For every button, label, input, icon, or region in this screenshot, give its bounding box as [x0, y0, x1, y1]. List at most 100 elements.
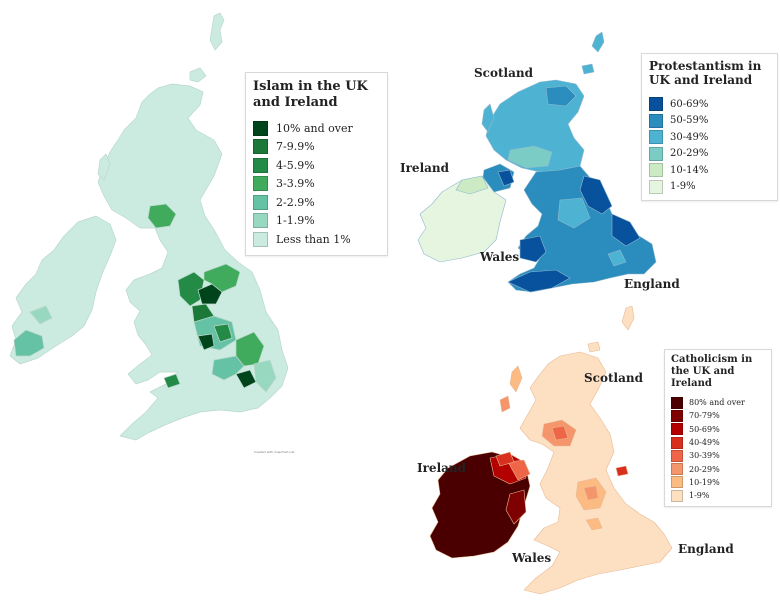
- cath-midlands: [585, 517, 603, 531]
- prot-legend-item: 10-14%: [649, 162, 771, 179]
- islam-legend-item: 10% and over: [253, 119, 381, 138]
- prot-legend: Protestantism in UK and Ireland 60-69% 5…: [641, 53, 778, 201]
- cath-legend-item: 70-79%: [671, 409, 766, 422]
- prot-legend-item: 30-49%: [649, 129, 771, 146]
- cath-legend-label: 80% and over: [689, 398, 745, 408]
- islam-birmingham: [197, 333, 215, 351]
- islam-legend-item: 2-2.9%: [253, 193, 381, 212]
- islam-legend-label: 10% and over: [276, 121, 353, 135]
- prot-legend-item: 20-29%: [649, 145, 771, 162]
- prot-london: [607, 249, 627, 267]
- prot-shetland: [591, 31, 605, 53]
- cath-ni-north: [495, 451, 515, 467]
- islam-swatch: [253, 213, 268, 229]
- islam-legend-label: 4-5.9%: [276, 158, 315, 172]
- cath-label-wales: Wales: [512, 551, 552, 565]
- islam-southeast: [211, 355, 245, 381]
- prot-midlands: [557, 197, 591, 229]
- cath-label-ireland: Ireland: [417, 461, 467, 475]
- islam-legend-label: Less than 1%: [276, 232, 351, 246]
- prot-swatch: [649, 130, 663, 145]
- cath-shetland: [621, 305, 635, 331]
- cath-legend-label: 70-79%: [689, 411, 720, 421]
- prot-label-scotland: Scotland: [474, 66, 533, 80]
- prot-wales: [519, 235, 547, 263]
- cath-label-england: England: [678, 542, 734, 556]
- cath-swatch: [671, 489, 683, 502]
- prot-scotland-central: [507, 145, 553, 169]
- cath-legend-item: 1-9%: [671, 489, 766, 502]
- prot-legend-item: 1-9%: [649, 178, 771, 195]
- prot-belfast: [497, 169, 515, 187]
- islam-irish-region: [13, 329, 45, 357]
- islam-legend-item: 7-9.9%: [253, 138, 381, 157]
- prot-legend-label: 20-29%: [670, 148, 709, 160]
- prot-ireland: [417, 175, 507, 263]
- cath-hebrides: [509, 365, 523, 393]
- prot-legend-title: Protestantism in UK and Ireland: [649, 59, 762, 88]
- islam-legend-item: Less than 1%: [253, 230, 381, 249]
- cath-legend-item: 50-69%: [671, 423, 766, 436]
- cath-legend-label: 40-49%: [689, 438, 720, 448]
- islam-legend-item: 3-3.9%: [253, 175, 381, 194]
- islam-swatch: [253, 120, 268, 136]
- islam-legend: Islam in the UK and Ireland 10% and over…: [245, 72, 388, 256]
- cath-liverpool-core: [583, 485, 599, 501]
- prot-label-wales: Wales: [480, 250, 520, 264]
- islam-hebrides: [97, 153, 111, 181]
- cath-ni-east: [507, 459, 531, 481]
- islam-legend-item: 1-1.9%: [253, 212, 381, 231]
- prot-swatch: [649, 97, 663, 112]
- islam-legend-label: 7-9.9%: [276, 140, 315, 154]
- cath-legend-item: 40-49%: [671, 436, 766, 449]
- prot-orkney: [581, 63, 595, 75]
- prot-swatch: [649, 113, 663, 128]
- islam-swatch: [253, 139, 268, 155]
- cath-ne-spot: [615, 465, 629, 477]
- islam-yorkshire: [203, 263, 241, 293]
- cath-legend-label: 10-19%: [689, 477, 720, 487]
- prot-swatch: [649, 146, 663, 161]
- cath-ireland-east: [505, 489, 527, 525]
- cath-swatch: [671, 396, 683, 409]
- cath-swatch: [671, 436, 683, 449]
- prot-ireland-border: [455, 175, 489, 195]
- islam-orkney: [189, 67, 207, 83]
- cath-legend-item: 80% and over: [671, 396, 766, 409]
- cath-legend-item: 20-29%: [671, 462, 766, 476]
- islam-legend-title: Islam in the UK and Ireland: [253, 79, 368, 110]
- cath-legend-title: Catholicism in the UK and Ireland: [671, 354, 753, 389]
- islam-leicester: [213, 323, 233, 343]
- cath-swatch: [671, 409, 683, 422]
- islam-bradford: [197, 283, 223, 305]
- prot-north-england: [579, 175, 613, 215]
- cath-legend-label: 1-9%: [689, 491, 710, 501]
- prot-legend-label: 30-49%: [670, 131, 709, 143]
- prot-legend-item: 60-69%: [649, 96, 771, 113]
- islam-lancs: [177, 271, 205, 307]
- islam-glasgow-region: [147, 203, 177, 229]
- cath-legend-label: 30-39%: [689, 451, 720, 461]
- prot-legend-label: 60-69%: [670, 98, 709, 110]
- islam-irish-region-2: [29, 305, 53, 325]
- prot-legend-item: 50-59%: [649, 112, 771, 129]
- islam-swatch: [253, 176, 268, 192]
- cath-swatch: [671, 423, 683, 436]
- cath-legend: Catholicism in the UK and Ireland 80% an…: [664, 349, 772, 508]
- islam-home-counties: [253, 359, 277, 393]
- prot-swatch: [649, 163, 663, 178]
- islam-legend-label: 2-2.9%: [276, 195, 315, 209]
- cath-swatch: [671, 463, 683, 476]
- prot-swatch: [649, 179, 663, 194]
- cath-great-britain: [519, 351, 673, 595]
- prot-scotland-north: [545, 85, 577, 107]
- cath-legend-item: 10-19%: [671, 476, 766, 489]
- prot-southwest: [507, 269, 571, 293]
- cath-swatch: [671, 476, 683, 489]
- prot-legend-label: 50-59%: [670, 115, 709, 127]
- cath-legend-item: 30-39%: [671, 449, 766, 462]
- cath-hebrides-south: [499, 395, 511, 413]
